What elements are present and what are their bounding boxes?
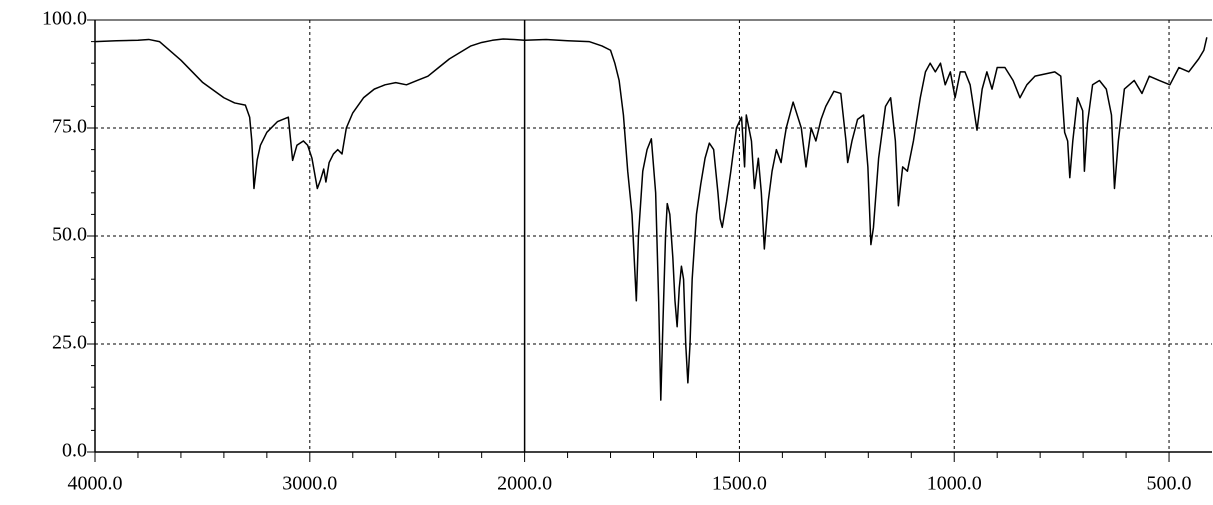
x-tick-label: 2000.0	[497, 473, 552, 495]
x-tick-label: 3000.0	[282, 473, 337, 495]
y-tick-label: 50.0	[52, 224, 87, 246]
y-tick-label: 25.0	[52, 332, 87, 354]
x-tick-label: 4000.0	[68, 473, 123, 495]
y-tick-label: 100.0	[42, 8, 87, 30]
x-tick-label: 500.0	[1147, 473, 1192, 495]
x-tick-label: 1500.0	[712, 473, 767, 495]
spectrum-line	[94, 37, 1208, 401]
x-tick-label: 1000.0	[927, 473, 982, 495]
y-tick-label: 0.0	[62, 440, 87, 462]
y-tick-label: 75.0	[52, 116, 87, 138]
